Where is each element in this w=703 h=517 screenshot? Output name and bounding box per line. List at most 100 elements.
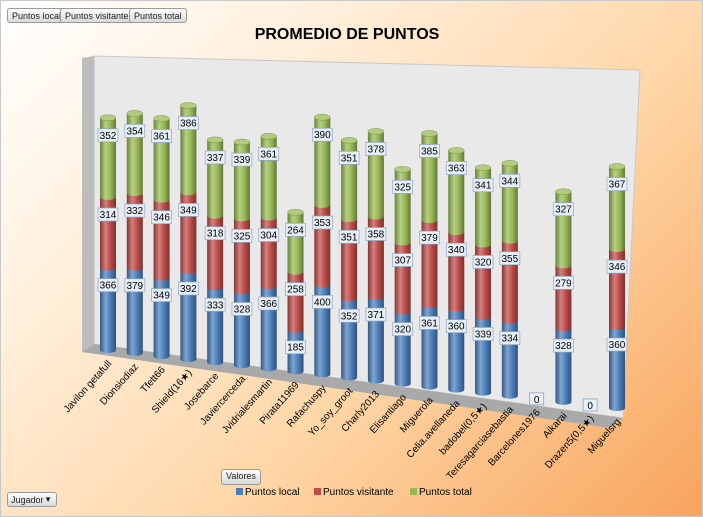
bar-top-cap [448, 147, 465, 154]
data-label: 379 [124, 278, 146, 293]
data-label: 349 [151, 288, 172, 302]
bar-visitante [555, 265, 572, 332]
svg-text:361: 361 [153, 132, 170, 143]
data-label: 325 [231, 228, 253, 243]
data-label: 378 [365, 142, 387, 156]
data-label: 366 [258, 296, 280, 311]
data-label: 351 [338, 229, 360, 244]
data-label: 340 [445, 242, 467, 257]
svg-text:371: 371 [368, 310, 385, 321]
data-label: 367 [606, 177, 628, 191]
data-label: 346 [151, 210, 172, 225]
legend-label-total: Puntos total [419, 487, 472, 498]
svg-text:279: 279 [555, 278, 572, 289]
data-label: 339 [472, 327, 494, 341]
svg-text:352: 352 [100, 131, 117, 142]
svg-text:328: 328 [555, 341, 572, 352]
svg-text:332: 332 [126, 206, 143, 217]
bar-top-cap [153, 115, 170, 122]
data-label: 332 [124, 203, 146, 218]
svg-text:334: 334 [501, 334, 518, 345]
svg-text:341: 341 [475, 181, 492, 192]
chart-title: PROMEDIO DE PUNTOS [255, 26, 440, 43]
data-label: 327 [553, 202, 574, 217]
svg-text:379: 379 [126, 281, 143, 292]
legend-label-visitante: Puntos visitante [323, 487, 394, 498]
data-label: 390 [311, 127, 333, 142]
bar-top-cap [260, 133, 277, 140]
data-label: 361 [151, 129, 172, 143]
svg-text:354: 354 [126, 126, 143, 137]
bar-top-cap [126, 110, 144, 117]
data-label: 320 [472, 255, 494, 269]
data-label: 314 [97, 207, 119, 222]
field-button-puntos-total[interactable]: Puntos total [129, 8, 187, 23]
svg-text:0: 0 [587, 401, 593, 412]
svg-text:360: 360 [609, 340, 626, 351]
data-label: 385 [419, 144, 440, 158]
values-button[interactable]: Valores [221, 469, 261, 485]
svg-text:379: 379 [421, 233, 438, 244]
bar-top-cap [555, 188, 572, 195]
data-label: 334 [499, 331, 521, 345]
row-field-button-jugador[interactable]: Jugador ▼ [7, 492, 57, 507]
svg-text:378: 378 [368, 144, 385, 155]
svg-text:0: 0 [534, 395, 540, 406]
svg-text:325: 325 [394, 182, 411, 193]
svg-text:361: 361 [260, 149, 277, 160]
data-label: 339 [231, 152, 253, 167]
data-label: 352 [97, 128, 119, 143]
bar-top-cap [99, 114, 117, 122]
bar-top-cap [501, 160, 519, 167]
svg-text:304: 304 [260, 231, 277, 242]
legend-swatch-local [236, 488, 243, 495]
svg-text:351: 351 [341, 153, 358, 164]
data-label: 349 [178, 203, 199, 217]
svg-text:385: 385 [421, 147, 438, 158]
data-label: 361 [258, 146, 280, 161]
data-label: 0 [582, 398, 598, 412]
svg-text:366: 366 [100, 281, 117, 292]
svg-text:320: 320 [475, 257, 492, 268]
bar-top-cap [180, 102, 197, 109]
svg-text:386: 386 [180, 119, 197, 130]
data-label: 400 [311, 295, 333, 309]
svg-text:258: 258 [287, 285, 304, 296]
data-label: 354 [124, 124, 146, 138]
bar-top-cap [233, 138, 251, 146]
data-label: 392 [178, 281, 199, 296]
svg-text:400: 400 [314, 297, 331, 308]
data-label: 371 [365, 307, 387, 322]
data-label: 363 [445, 161, 467, 175]
svg-text:339: 339 [234, 155, 251, 166]
data-label: 346 [606, 259, 628, 274]
data-label: 360 [445, 319, 467, 334]
svg-text:325: 325 [234, 231, 251, 242]
data-label: 328 [553, 338, 574, 353]
data-label: 361 [419, 316, 440, 330]
category-label: Celia.avellaneda [405, 398, 463, 461]
svg-text:337: 337 [207, 153, 224, 164]
data-label: 325 [392, 180, 414, 194]
data-label: 386 [178, 116, 199, 130]
svg-text:307: 307 [394, 256, 411, 267]
svg-text:320: 320 [394, 325, 411, 336]
svg-text:367: 367 [609, 180, 626, 191]
data-label: 344 [499, 174, 521, 188]
svg-text:185: 185 [287, 343, 304, 354]
data-label: 304 [258, 228, 280, 242]
data-label: 341 [472, 178, 494, 193]
data-label: 185 [285, 340, 306, 355]
data-label: 353 [311, 215, 333, 230]
svg-text:358: 358 [368, 230, 385, 241]
data-label: 351 [338, 150, 360, 165]
data-label: 337 [204, 150, 226, 165]
bar-top-cap [608, 163, 626, 170]
svg-text:264: 264 [287, 225, 304, 236]
svg-text:328: 328 [234, 304, 251, 315]
data-label: 358 [365, 227, 387, 241]
svg-text:339: 339 [475, 329, 492, 340]
data-label: 352 [338, 308, 360, 323]
svg-text:360: 360 [448, 322, 465, 333]
